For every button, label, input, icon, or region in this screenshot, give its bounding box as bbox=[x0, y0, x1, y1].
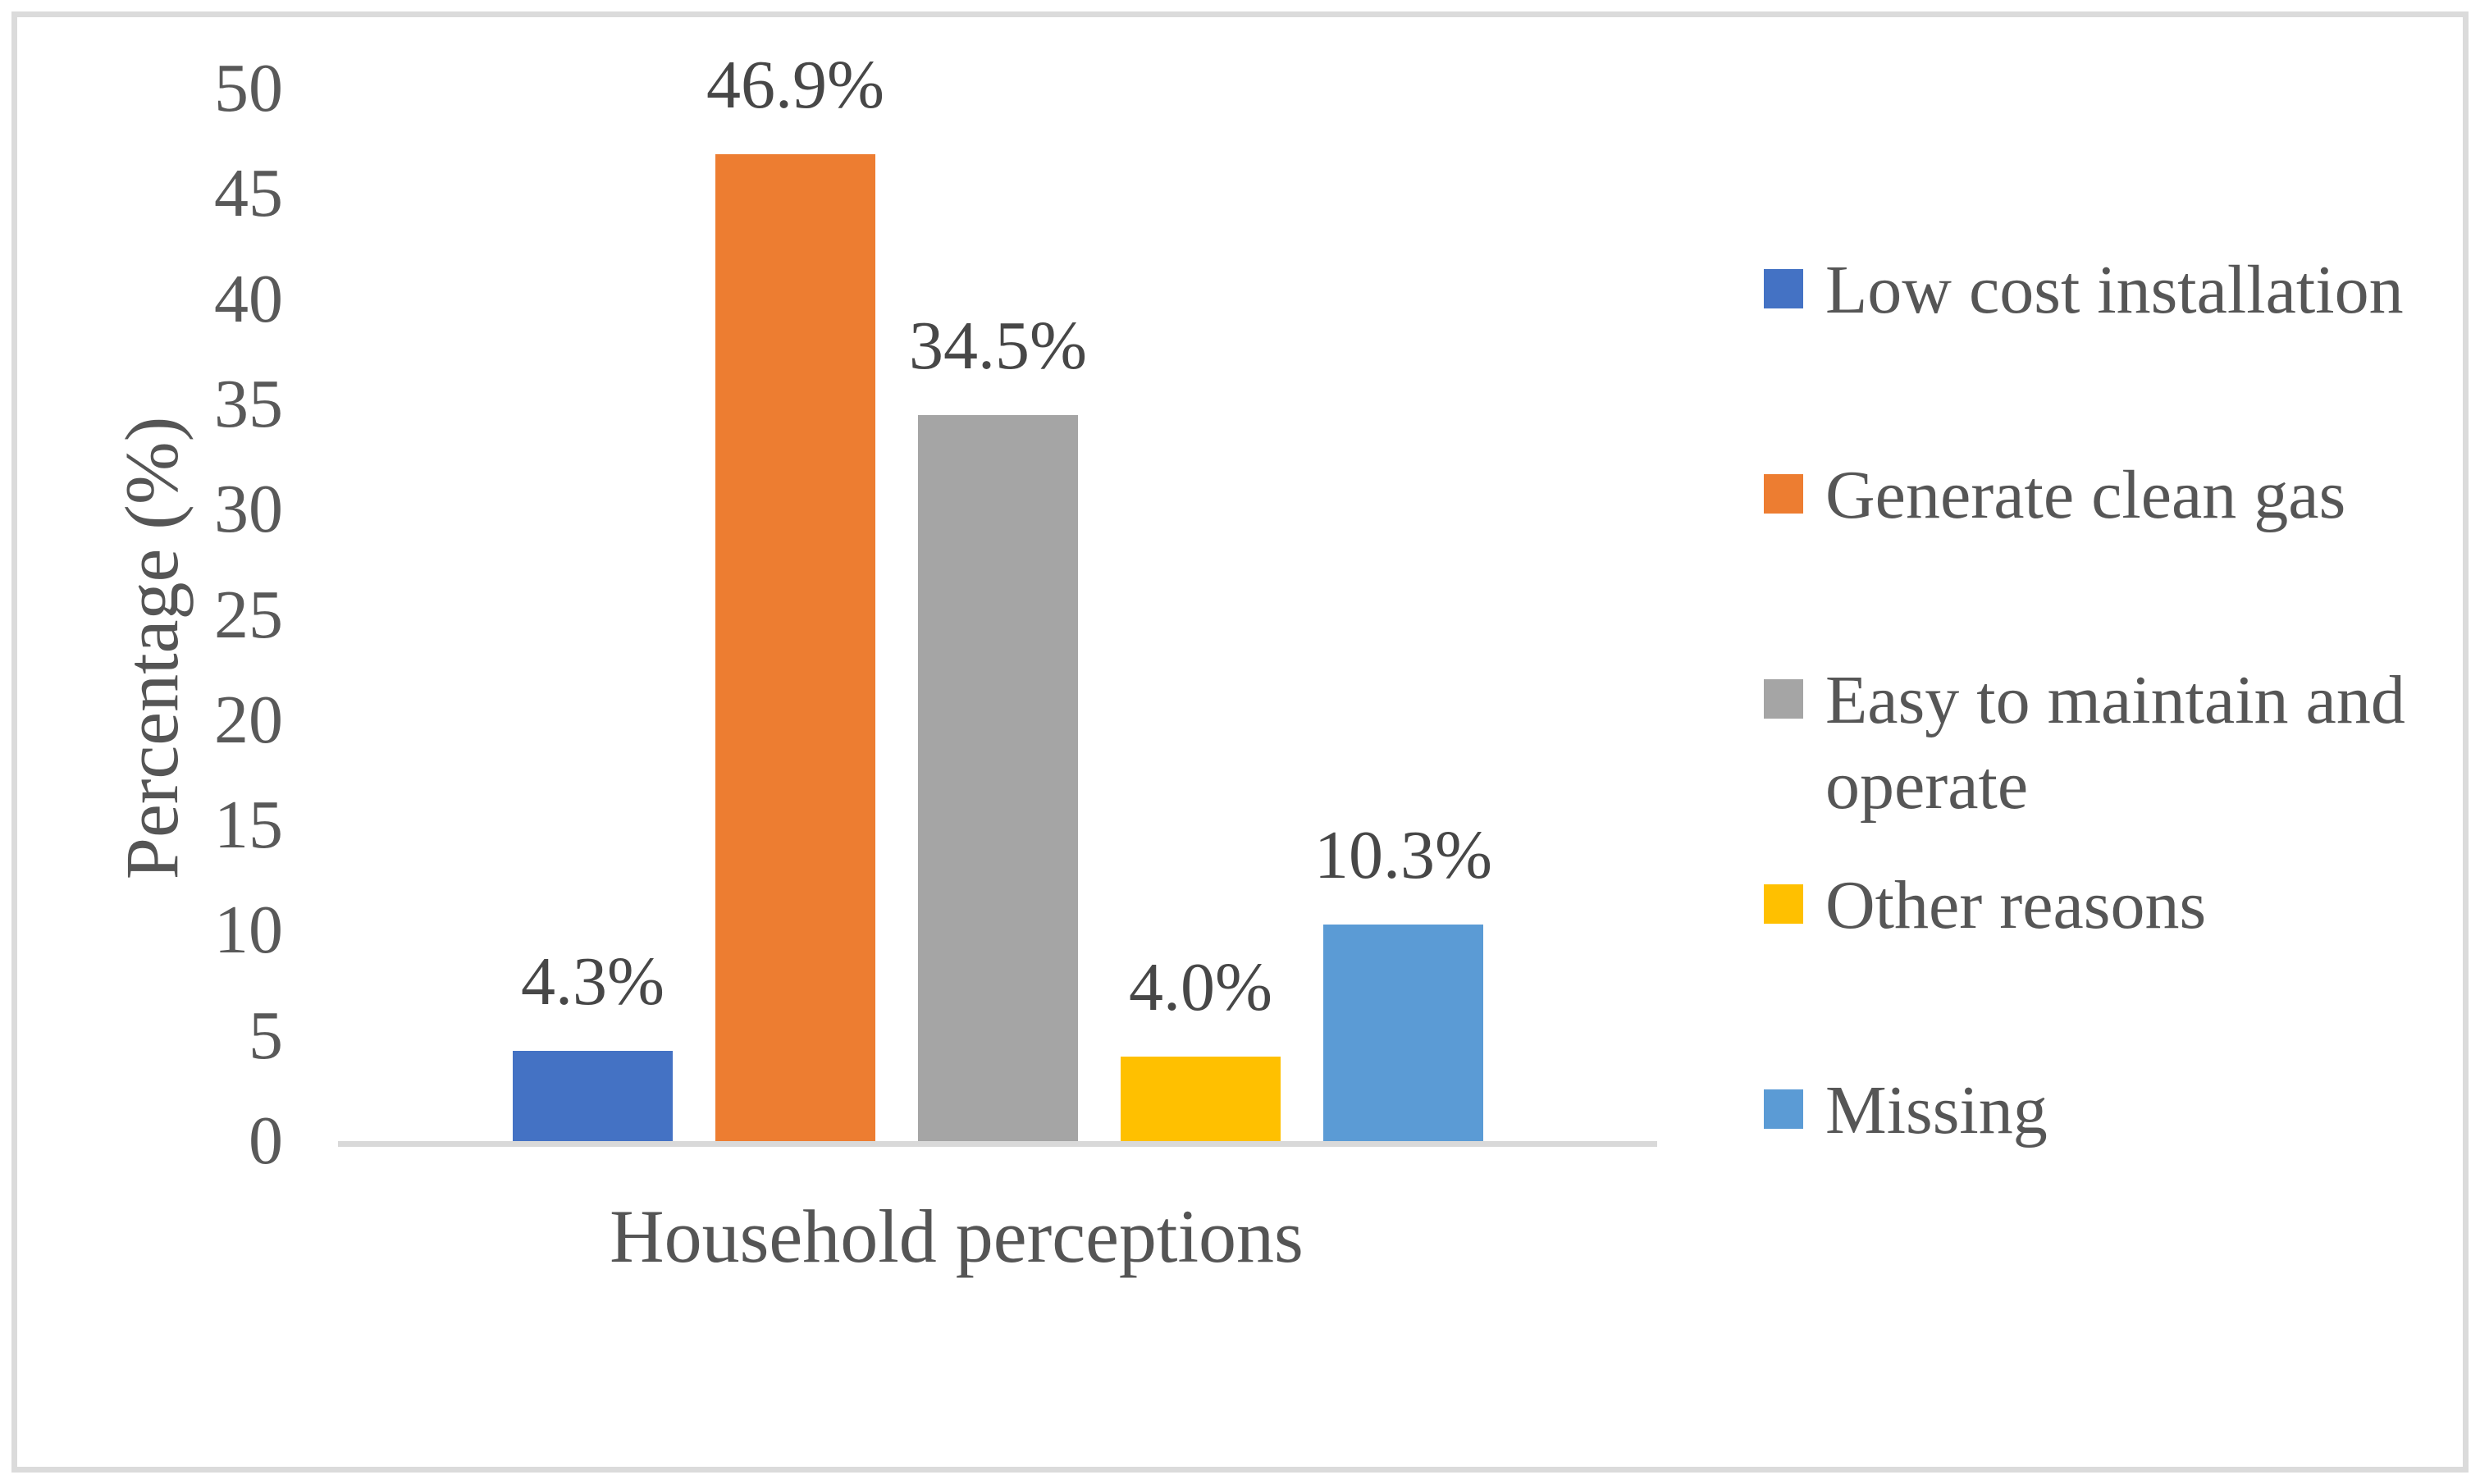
data-label-generate-clean-gas: 46.9% bbox=[706, 47, 884, 123]
bar-missing bbox=[1323, 925, 1483, 1141]
x-axis-line bbox=[338, 1141, 1657, 1147]
bar-low-cost-installation bbox=[513, 1051, 673, 1141]
legend-label-generate-clean-gas: Generate clean gas bbox=[1825, 457, 2346, 533]
legend-label-other-reasons: Other reasons bbox=[1825, 867, 2207, 943]
data-label-other-reasons: 4.0% bbox=[1129, 949, 1272, 1025]
chart-border-frame bbox=[11, 11, 2469, 1473]
legend-label-missing: Missing bbox=[1825, 1072, 2048, 1148]
y-tick-20: 20 bbox=[214, 682, 283, 758]
y-tick-50: 50 bbox=[214, 50, 283, 126]
legend-swatch-generate-clean-gas bbox=[1764, 474, 1803, 514]
y-tick-25: 25 bbox=[214, 577, 283, 653]
y-tick-5: 5 bbox=[249, 998, 283, 1074]
y-tick-45: 45 bbox=[214, 155, 283, 231]
x-axis-title: Household perceptions bbox=[610, 1194, 1304, 1278]
y-tick-40: 40 bbox=[214, 261, 283, 337]
legend-swatch-easy-to-maintain-and-operate bbox=[1764, 679, 1803, 719]
bar-easy-to-maintain-and-operate bbox=[918, 415, 1078, 1141]
legend-swatch-other-reasons bbox=[1764, 884, 1803, 924]
y-tick-10: 10 bbox=[214, 892, 283, 968]
data-label-low-cost-installation: 4.3% bbox=[521, 943, 665, 1020]
y-tick-0: 0 bbox=[249, 1103, 283, 1179]
y-tick-15: 15 bbox=[214, 787, 283, 863]
y-tick-30: 30 bbox=[214, 471, 283, 547]
legend-label-low-cost-installation: Low cost installation bbox=[1825, 252, 2404, 328]
y-tick-35: 35 bbox=[214, 366, 283, 442]
legend-swatch-low-cost-installation bbox=[1764, 269, 1803, 308]
bar-generate-clean-gas bbox=[715, 154, 875, 1141]
legend-swatch-missing bbox=[1764, 1089, 1803, 1129]
data-label-missing: 10.3% bbox=[1314, 817, 1492, 893]
legend-label-easy-to-maintain-and-operate: Easy to maintain and operate bbox=[1825, 662, 2405, 824]
data-label-easy-to-maintain-and-operate: 34.5% bbox=[909, 308, 1087, 384]
bar-other-reasons bbox=[1121, 1057, 1281, 1141]
